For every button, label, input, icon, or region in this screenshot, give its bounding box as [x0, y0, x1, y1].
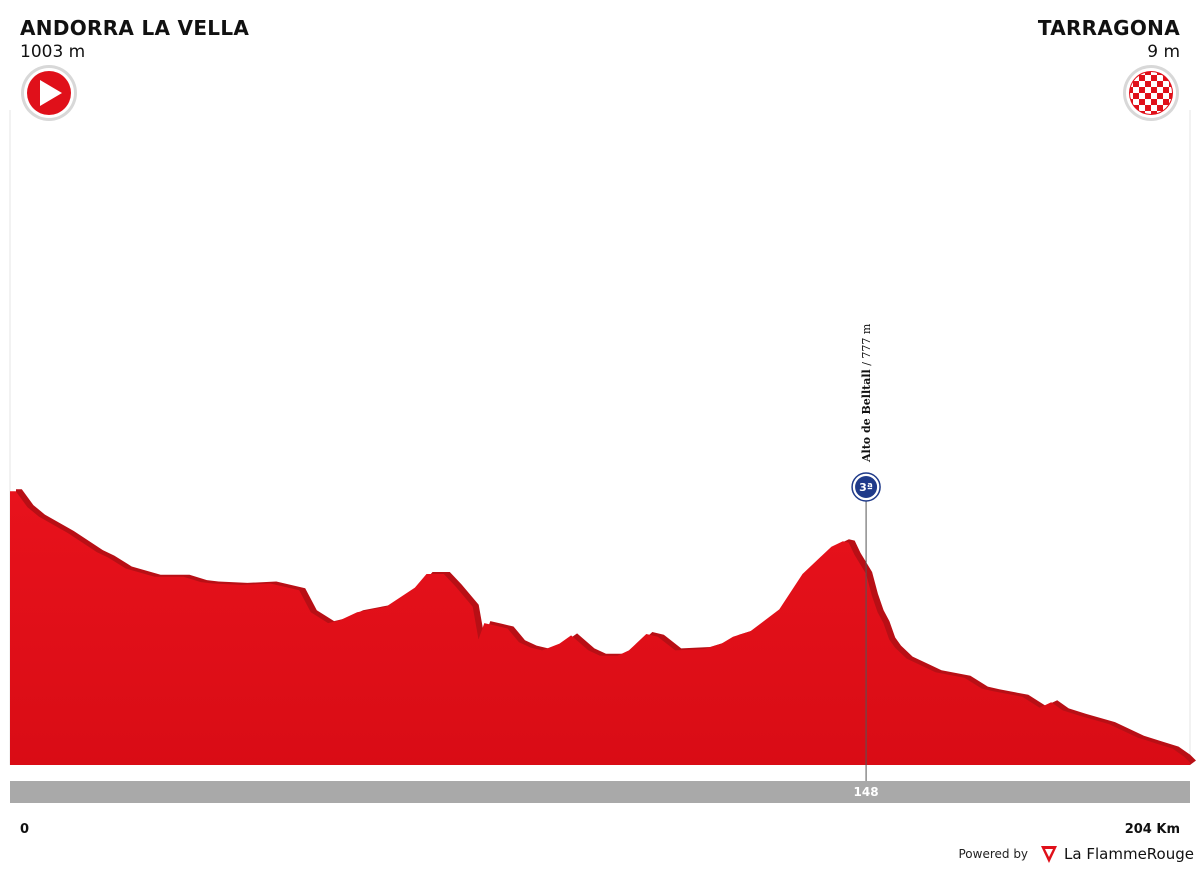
checker-square: [1163, 93, 1169, 99]
climb-name-label: Alto de Belltall / 777 m: [860, 323, 873, 463]
checker-square: [1145, 111, 1151, 114]
finish-name: TARRAGONA: [1037, 16, 1180, 40]
start-altitude: 1003 m: [20, 42, 86, 62]
checker-square: [1133, 87, 1139, 93]
checker-square: [1130, 93, 1133, 99]
distance-bar: [10, 781, 1190, 803]
checker-square: [1151, 81, 1157, 87]
finish-altitude: 9 m: [1147, 42, 1180, 62]
checker-square: [1157, 87, 1163, 93]
checker-square: [1169, 87, 1172, 93]
climb-altitude-text: / 777 m: [860, 323, 873, 369]
checker-square: [1157, 75, 1163, 81]
start-play-icon: [21, 65, 77, 121]
climb-name-text: Alto de Belltall: [860, 369, 873, 463]
checker-square: [1139, 105, 1145, 111]
climb-category-label: 3ª: [859, 481, 873, 494]
checker-square: [1145, 99, 1151, 105]
distance-end-label: 204 Km: [1124, 822, 1180, 837]
checker-square: [1157, 99, 1163, 105]
checkered-flag-icon: [1123, 65, 1179, 121]
start-name: ANDORRA LA VELLA: [20, 16, 250, 40]
checker-square: [1151, 105, 1157, 111]
checker-square: [1151, 93, 1157, 99]
powered-by-footer: Powered by La FlammeRouge: [958, 843, 1194, 865]
checker-square: [1139, 81, 1145, 87]
elevation-profile-area: [10, 491, 1190, 765]
powered-by-label: Powered by: [958, 847, 1029, 861]
checker-square: [1145, 75, 1151, 81]
climb-km-label: 148: [854, 785, 879, 799]
flamme-rouge-icon: [1041, 846, 1058, 863]
category-3-climb-icon: 3ª: [851, 472, 881, 502]
checker-square: [1151, 72, 1157, 75]
brand-name[interactable]: La FlammeRouge: [1064, 845, 1194, 863]
checker-square: [1139, 93, 1145, 99]
checker-square: [1145, 87, 1151, 93]
distance-start-label: 0: [20, 822, 30, 837]
checker-square: [1163, 81, 1169, 87]
checker-square: [1133, 99, 1139, 105]
